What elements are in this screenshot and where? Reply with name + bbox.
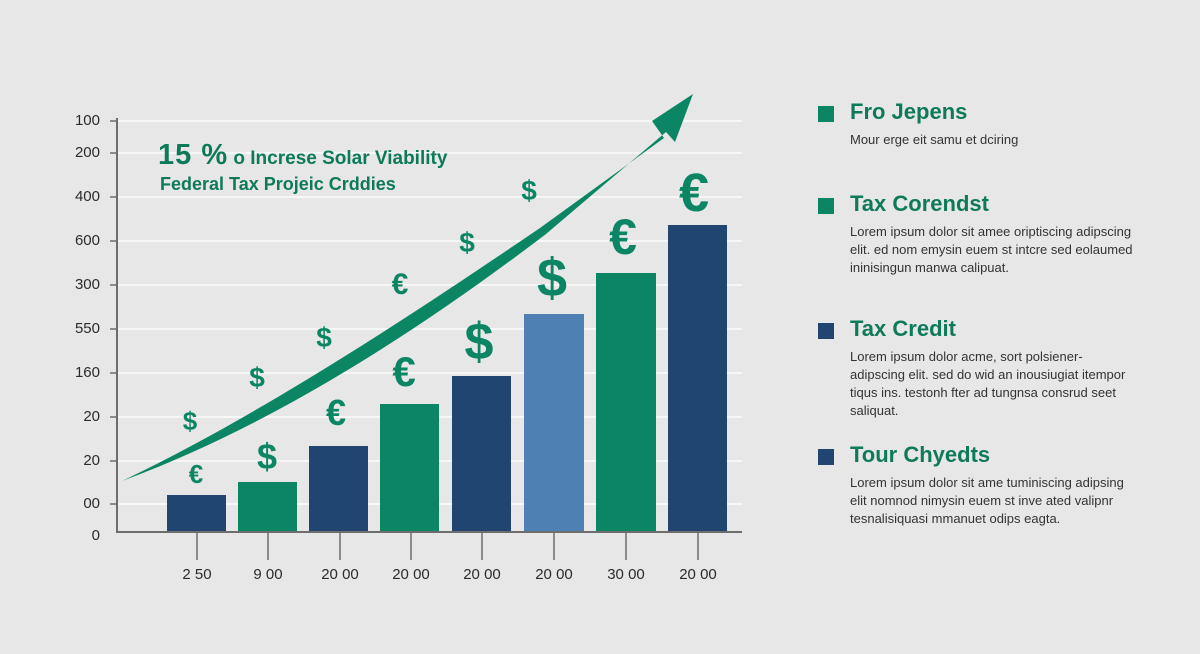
dollar-icon: $ <box>536 248 568 308</box>
legend-description: Mour erge eit samu et dciring <box>850 132 1019 147</box>
dollar-icon: $ <box>249 362 265 393</box>
y-tick-label: 550 <box>74 320 100 337</box>
x-tick-label: 20 00 <box>535 566 573 583</box>
x-tick-label: 20 00 <box>463 566 501 583</box>
bar <box>380 404 439 532</box>
legend-title: Tax Corendst <box>850 191 989 216</box>
bar <box>596 273 656 532</box>
chart-title-text: o Increse Solar Viability <box>233 148 448 169</box>
y-tick-label: 20 <box>83 408 100 425</box>
x-tick-label: 9 00 <box>253 566 283 583</box>
x-tick-label: 20 00 <box>321 566 359 583</box>
x-tick-label: 20 00 <box>392 566 430 583</box>
y-tick-label: 160 <box>74 364 100 381</box>
euro-icon: € <box>325 392 347 433</box>
bar <box>524 314 584 532</box>
bar <box>238 482 297 532</box>
legend-swatch-icon <box>818 198 834 214</box>
y-tick-label: 100 <box>74 112 100 129</box>
y-tick-label: 0 <box>91 527 100 544</box>
y-tick-label: 20 <box>83 452 100 469</box>
x-tick-label: 30 00 <box>607 566 645 583</box>
legend-swatch-icon <box>818 323 834 339</box>
legend-swatch-icon <box>818 106 834 122</box>
euro-icon: € <box>678 163 710 223</box>
euro-icon: € <box>609 209 637 265</box>
chart-subtitle: Federal Tax Projeic Crddies <box>160 174 396 194</box>
chart-title-percent: 15 % <box>158 139 229 171</box>
y-tick-label: 300 <box>74 276 100 293</box>
legend-description: Lorem ipsum dolor sit ame tuminiscing ad… <box>850 475 1124 526</box>
x-tick-label: 2 50 <box>182 566 212 583</box>
legend-description: Lorem ipsum dolor sit amee oriptiscing a… <box>850 224 1133 275</box>
legend-description: Lorem ipsum dolor acme, sort polsiener- … <box>850 349 1126 418</box>
dollar-icon: $ <box>521 175 537 206</box>
y-tick-label: 00 <box>83 495 100 512</box>
euro-icon: € <box>188 459 204 489</box>
legend-title: Fro Jepens <box>850 99 968 124</box>
y-tick-label: 600 <box>74 232 100 249</box>
y-tick-label: 400 <box>74 188 100 205</box>
y-tick-label: 200 <box>74 144 100 161</box>
bar <box>167 495 226 532</box>
euro-icon: € <box>392 348 416 395</box>
legend-title: Tour Chyedts <box>850 442 991 467</box>
dollar-icon: $ <box>256 436 278 477</box>
bar <box>452 376 511 532</box>
bar <box>309 446 368 532</box>
dollar-icon: $ <box>464 313 494 371</box>
dollar-icon: $ <box>182 406 198 436</box>
x-tick-label: 20 00 <box>679 566 717 583</box>
legend-swatch-icon <box>818 449 834 465</box>
dollar-icon: $ <box>316 322 332 353</box>
dollar-icon: $ <box>459 227 475 258</box>
euro-icon: € <box>391 268 409 301</box>
legend-title: Tax Credit <box>850 316 956 341</box>
bar <box>668 225 727 532</box>
chart-title: 15 % o Increse Solar Viability <box>158 139 447 172</box>
